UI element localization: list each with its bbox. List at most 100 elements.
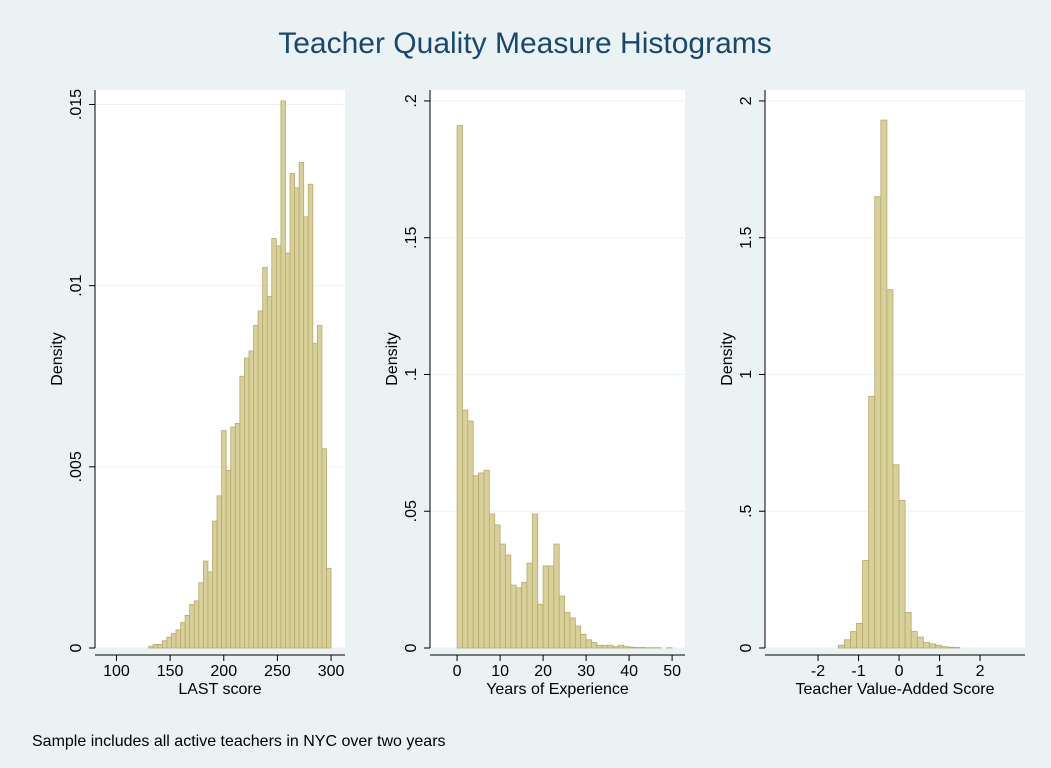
bar (161, 640, 168, 649)
y-tick-label: 0 (738, 643, 755, 652)
bar (239, 375, 245, 649)
x-tick-label: 50 (663, 663, 681, 680)
bar (521, 581, 528, 649)
bar (198, 582, 204, 649)
bar (574, 625, 582, 649)
bar (886, 289, 894, 649)
bar (548, 565, 555, 649)
bar (175, 629, 181, 649)
x-tick-label: 0 (453, 663, 462, 680)
bar (947, 646, 955, 649)
y-tick-label: 0 (403, 643, 420, 652)
bar (904, 612, 912, 649)
bar (312, 343, 318, 649)
y-axis-title: Density (49, 332, 66, 385)
y-tick-label: .15 (403, 226, 420, 248)
bar (230, 426, 236, 649)
bar (531, 513, 539, 649)
bar (234, 422, 241, 649)
bar (922, 642, 930, 649)
bar (499, 543, 506, 649)
bar (152, 643, 159, 649)
y-tick-label: .01 (68, 274, 85, 296)
bar (515, 587, 522, 649)
bar (294, 187, 300, 649)
bar (591, 642, 598, 649)
bar (289, 172, 295, 649)
bar (953, 647, 961, 649)
bar (639, 647, 646, 649)
y-tick-label: 1.5 (738, 226, 755, 248)
y-tick-label: .005 (68, 451, 85, 482)
x-tick-label: 100 (103, 663, 130, 680)
x-tick-label: 40 (620, 663, 638, 680)
bar (537, 603, 544, 649)
bar (456, 125, 463, 649)
x-axis-title: Teacher Value-Added Score (796, 681, 995, 698)
note: Sample includes all active teachers in N… (32, 733, 446, 750)
bar (225, 470, 232, 649)
x-tick-label: 2 (976, 663, 985, 680)
bar (326, 567, 332, 649)
x-tick-label: -1 (851, 663, 865, 680)
bar (935, 644, 942, 649)
chart-title: Teacher Quality Measure Histograms (278, 27, 772, 60)
bar (585, 639, 592, 649)
bar (558, 595, 565, 649)
bar (285, 252, 291, 649)
bar (505, 554, 512, 649)
bar (478, 472, 485, 649)
bar (634, 647, 641, 649)
x-tick-label: 250 (264, 663, 291, 680)
bar (623, 646, 630, 649)
bar (880, 119, 888, 649)
bar (280, 100, 286, 649)
x-axis-title: Years of Experience (486, 681, 629, 698)
bar (892, 464, 900, 649)
bar (303, 216, 309, 649)
bar (221, 430, 227, 649)
bar (941, 646, 949, 649)
bar (257, 310, 264, 649)
bar (596, 644, 603, 649)
bar (472, 475, 479, 649)
bar (494, 524, 501, 649)
y-tick-label: .1 (403, 368, 420, 381)
bar (271, 238, 277, 649)
bar (253, 325, 259, 649)
bar (262, 267, 268, 649)
bar (193, 600, 200, 649)
x-axis-title: LAST score (178, 681, 261, 698)
bar (868, 395, 876, 649)
y-axis-title: Density (719, 332, 736, 385)
bar (850, 631, 857, 649)
x-tick-label: 10 (491, 663, 509, 680)
y-tick-label: 1 (738, 370, 755, 379)
bar (298, 162, 305, 649)
bar (874, 196, 882, 649)
x-tick-label: 0 (895, 663, 904, 680)
bar (171, 633, 177, 649)
bar (148, 645, 154, 649)
bar (275, 245, 282, 649)
bar (510, 584, 517, 649)
bar (307, 183, 314, 649)
bar (189, 604, 195, 649)
bar (467, 420, 474, 649)
bar (207, 571, 213, 649)
bar (483, 469, 490, 649)
y-axis-title: Density (384, 332, 401, 385)
bar (488, 513, 496, 649)
x-tick-label: 150 (157, 663, 184, 680)
bar (180, 622, 186, 649)
bar (202, 560, 209, 649)
bar (580, 633, 587, 649)
bar (248, 350, 254, 649)
bar (843, 639, 851, 649)
bar (569, 617, 576, 649)
bar (316, 325, 323, 649)
bar (462, 409, 469, 649)
bar (910, 631, 918, 649)
bar (212, 520, 218, 649)
